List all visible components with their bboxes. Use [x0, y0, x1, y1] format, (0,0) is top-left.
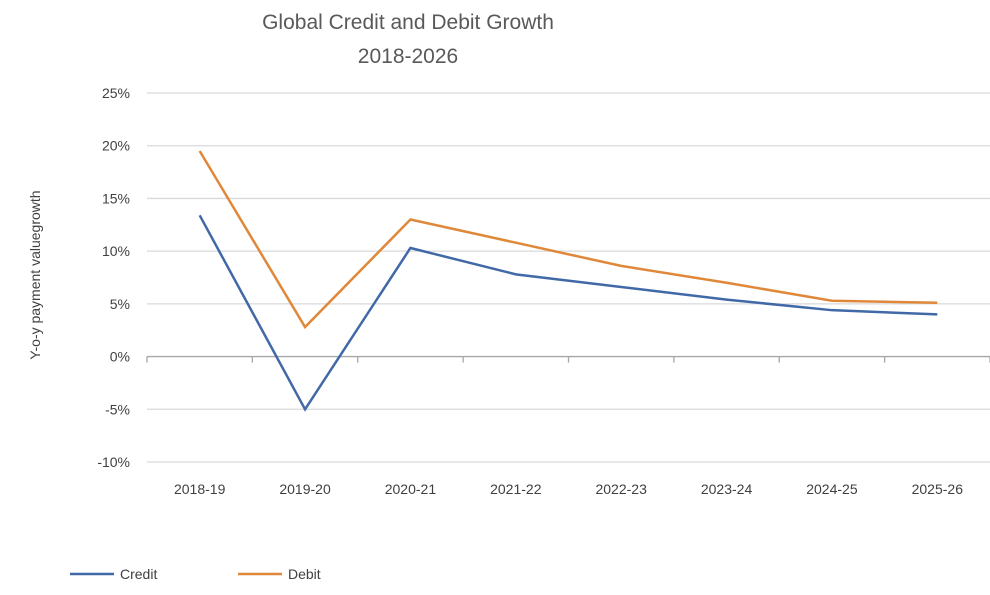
x-tick-label: 2023-24: [701, 481, 753, 497]
x-tick-label: 2024-25: [806, 481, 858, 497]
y-tick-label: 15%: [102, 190, 130, 206]
x-tick-label: 2021-22: [490, 481, 542, 497]
x-tick-label: 2018-19: [174, 481, 226, 497]
x-tick-label: 2022-23: [595, 481, 647, 497]
y-tick-label: -10%: [97, 454, 130, 470]
legend-label-credit: Credit: [120, 566, 157, 582]
y-axis-label: Y-o-y payment valuegrowth: [27, 190, 43, 359]
legend-label-debit: Debit: [288, 566, 321, 582]
x-tick-label: 2025-26: [912, 481, 964, 497]
series-line-debit: [198, 150, 938, 330]
y-tick-label: -5%: [105, 401, 130, 417]
chart-title: Global Credit and Debit Growth: [262, 11, 554, 34]
x-tick-label: 2020-21: [385, 481, 437, 497]
y-tick-label: 5%: [110, 296, 130, 312]
y-tick-label: 25%: [102, 85, 130, 101]
x-tick-label: 2019-20: [279, 481, 331, 497]
y-tick-label: 0%: [110, 349, 130, 365]
y-tick-label: 20%: [102, 138, 130, 154]
y-tick-label: 10%: [102, 243, 130, 259]
series-line-credit: [198, 214, 938, 412]
chart-subtitle: 2018-2026: [358, 45, 458, 68]
